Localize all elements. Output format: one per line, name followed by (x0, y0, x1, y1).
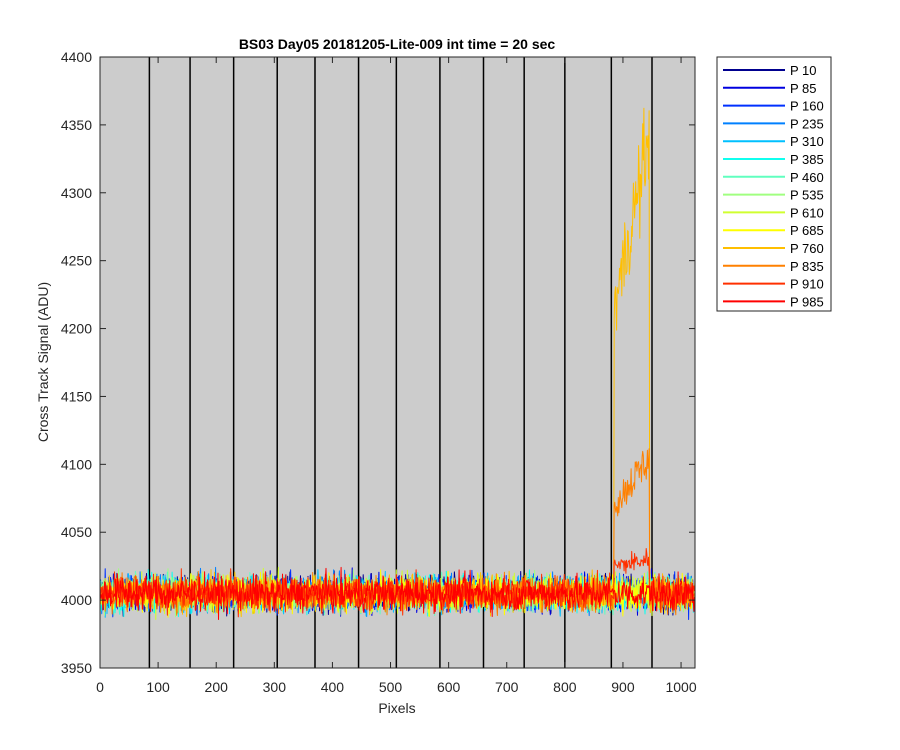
legend-box (716, 56, 832, 312)
x-axis-label: Pixels (378, 700, 415, 716)
legend-label: P 460 (790, 170, 824, 185)
x-tick-label: 700 (495, 679, 519, 695)
y-tick-label: 4200 (61, 321, 92, 337)
legend-label: P 160 (790, 99, 824, 114)
legend: P 10 P 85 P 160 P 235 P 310 P 385 P 460 P 535 P … (716, 56, 832, 312)
legend-label: P 85 (790, 81, 817, 96)
y-tick-label: 4350 (61, 117, 92, 133)
legend-label: P 685 (790, 223, 824, 238)
x-tick-label: 900 (611, 679, 635, 695)
y-tick-label: 4400 (61, 49, 92, 65)
y-tick-label: 4100 (61, 456, 92, 472)
y-axis-ticks: 3950 4000 4050 4100 4150 4200 4250 4300 4350 4400 (61, 49, 695, 676)
legend-label: P 385 (790, 152, 824, 167)
x-tick-label: 100 (146, 679, 170, 695)
legend-label: P 835 (790, 259, 824, 274)
legend-label: P 310 (790, 134, 824, 149)
y-tick-label: 4050 (61, 524, 92, 540)
legend-label: P 10 (790, 63, 817, 78)
plot-frame (99, 56, 696, 669)
y-tick-label: 4250 (61, 253, 92, 269)
y-axis-label: Cross Track Signal (ADU) (35, 282, 51, 442)
y-tick-label: 4300 (61, 185, 92, 201)
x-tick-label: 300 (263, 679, 287, 695)
x-tick-label: 1000 (665, 679, 696, 695)
legend-label: P 985 (790, 294, 824, 309)
series-lines (99, 107, 696, 620)
y-tick-label: 4150 (61, 388, 92, 404)
legend-label: P 535 (790, 188, 824, 203)
series-line (99, 566, 696, 620)
legend-label: P 235 (790, 116, 824, 131)
x-tick-label: 600 (437, 679, 461, 695)
x-tick-label: 0 (96, 679, 104, 695)
x-tick-label: 800 (553, 679, 577, 695)
chart-title: BS03 Day05 20181205-Lite-009 int time = … (239, 36, 556, 52)
legend-label: P 610 (790, 205, 824, 220)
column-boundary-lines (148, 57, 653, 668)
x-axis-ticks: 0 100 200 300 400 500 600 700 800 900 1000 (96, 57, 697, 695)
legend-label: P 910 (790, 277, 824, 292)
x-tick-label: 200 (205, 679, 229, 695)
x-tick-label: 500 (379, 679, 403, 695)
legend-label: P 760 (790, 241, 824, 256)
plot-area (100, 57, 695, 668)
x-tick-label: 400 (321, 679, 345, 695)
y-tick-label: 3950 (61, 660, 92, 676)
y-tick-label: 4000 (61, 592, 92, 608)
